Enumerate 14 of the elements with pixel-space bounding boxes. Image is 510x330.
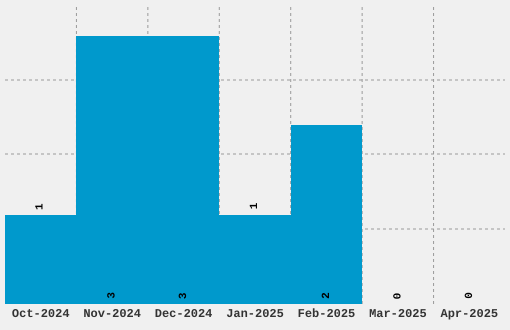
data-label: 2 [320, 292, 333, 299]
x-tick-label: Oct-2024 [12, 307, 70, 321]
data-label: 1 [248, 202, 261, 210]
x-tick-label: Nov-2024 [83, 307, 141, 321]
x-tick-label: Jan-2025 [226, 307, 284, 321]
x-tick-label: Apr-2025 [440, 307, 498, 321]
x-tick-label: Feb-2025 [298, 307, 356, 321]
x-tick-label: Dec-2024 [154, 307, 212, 321]
data-label: 3 [106, 292, 119, 299]
x-tick-label: Mar-2025 [369, 307, 427, 321]
data-label: 1 [34, 202, 46, 210]
data-label: 0 [464, 292, 476, 299]
data-label: 0 [392, 292, 404, 300]
data-label: 3 [178, 292, 190, 300]
